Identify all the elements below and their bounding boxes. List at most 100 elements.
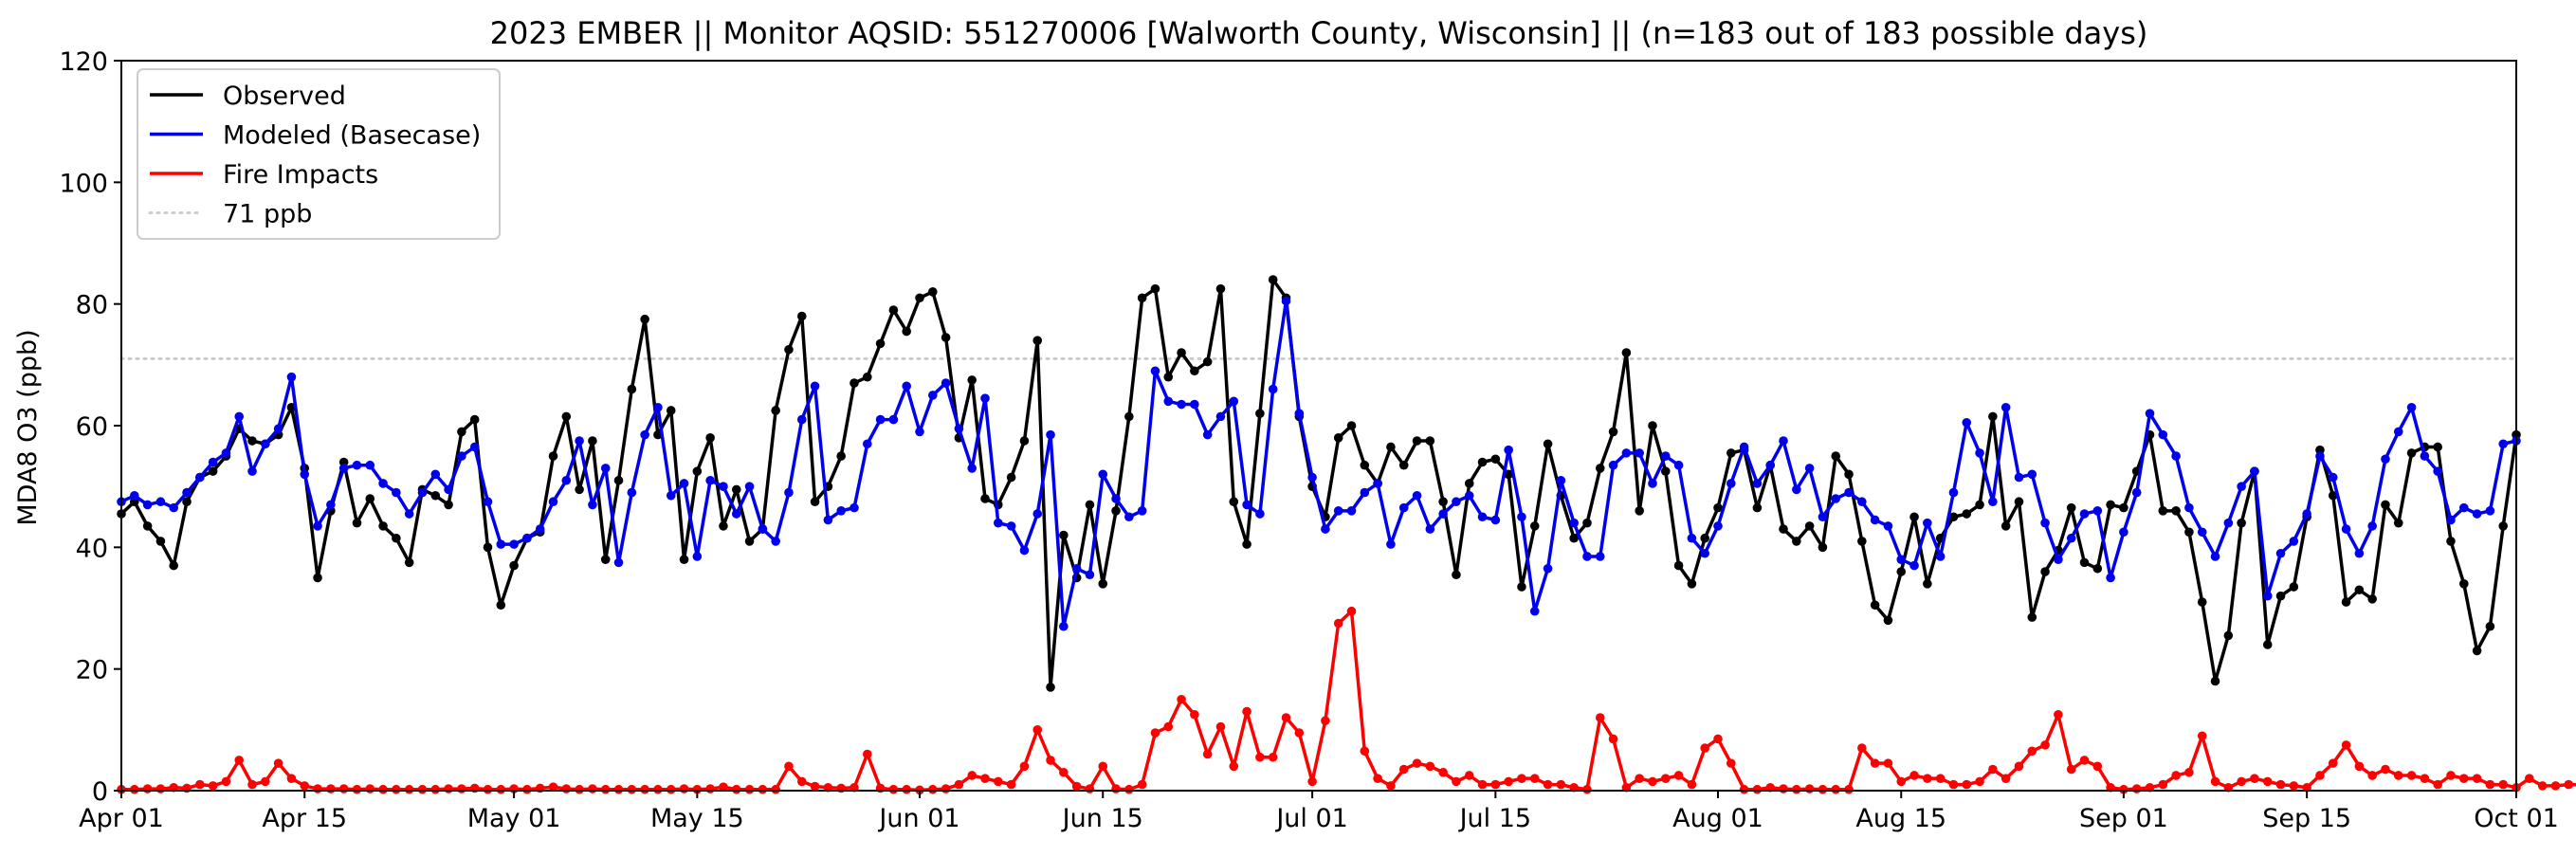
data-point-observed — [1529, 521, 1540, 531]
data-point-modeled-basecase — [1464, 490, 1474, 501]
data-point-modeled-basecase — [1517, 512, 1526, 522]
data-point-fire-impacts — [2054, 709, 2063, 720]
y-tick-label: 100 — [59, 169, 108, 198]
data-point-fire-impacts — [1713, 734, 1723, 744]
data-point-fire-impacts — [1648, 776, 1657, 787]
data-point-observed — [2092, 563, 2103, 574]
chart-title: 2023 EMBER || Monitor AQSID: 551270006 [… — [490, 15, 2148, 51]
data-point-modeled-basecase — [234, 411, 245, 422]
data-point-fire-impacts — [796, 776, 807, 787]
data-point-fire-impacts — [1346, 606, 1357, 616]
data-point-modeled-basecase — [1635, 448, 1644, 458]
data-point-modeled-basecase — [1660, 451, 1671, 461]
data-point-fire-impacts — [2237, 776, 2246, 787]
data-point-observed — [1896, 567, 1907, 576]
data-point-fire-impacts — [640, 784, 649, 794]
data-point-modeled-basecase — [444, 484, 453, 495]
data-point-modeled-basecase — [850, 502, 859, 513]
data-point-observed — [1752, 502, 1763, 513]
data-point-observed — [1229, 497, 1239, 507]
data-point-observed — [1726, 448, 1736, 458]
data-point-observed — [2223, 630, 2234, 641]
data-point-fire-impacts — [1844, 784, 1854, 794]
data-point-fire-impacts — [221, 776, 231, 787]
data-point-fire-impacts — [1608, 734, 1618, 744]
data-point-observed — [169, 560, 179, 571]
data-point-observed — [1673, 560, 1684, 571]
data-point-modeled-basecase — [1621, 448, 1632, 458]
data-point-modeled-basecase — [483, 497, 493, 507]
data-point-fire-impacts — [1150, 728, 1160, 738]
data-point-fire-impacts — [1831, 784, 1841, 794]
data-point-fire-impacts — [705, 784, 715, 793]
data-point-modeled-basecase — [627, 487, 637, 498]
data-point-modeled-basecase — [1857, 497, 1867, 507]
data-point-observed — [2014, 497, 2024, 507]
data-point-observed — [1124, 411, 1134, 422]
data-point-modeled-basecase — [1529, 606, 1540, 616]
data-point-observed — [2485, 621, 2495, 631]
data-point-fire-impacts — [2537, 781, 2548, 791]
data-point-fire-impacts — [1673, 771, 1684, 780]
data-point-observed — [1255, 409, 1265, 418]
data-point-modeled-basecase — [1490, 515, 1501, 525]
data-point-fire-impacts — [2250, 774, 2259, 783]
data-point-modeled-basecase — [705, 475, 715, 485]
data-point-modeled-basecase — [810, 381, 820, 392]
data-point-fire-impacts — [1019, 761, 1030, 772]
data-point-observed — [1595, 464, 1605, 473]
data-point-observed — [1177, 348, 1186, 357]
data-point-fire-impacts — [1543, 779, 1553, 790]
data-point-modeled-basecase — [2472, 509, 2482, 519]
data-point-modeled-basecase — [1673, 460, 1684, 470]
data-point-fire-impacts — [980, 774, 990, 783]
legend: Observed Modeled (Basecase) Fire Impacts 71… — [137, 68, 501, 240]
y-tick-label: 20 — [76, 656, 108, 685]
data-point-observed — [2406, 448, 2417, 458]
data-point-modeled-basecase — [2119, 527, 2128, 538]
data-point-fire-impacts — [1124, 784, 1134, 794]
data-point-fire-impacts — [2420, 774, 2430, 783]
data-point-observed — [1923, 579, 1932, 589]
data-point-modeled-basecase — [2210, 552, 2220, 561]
data-point-modeled-basecase — [509, 539, 519, 549]
data-point-observed — [1883, 615, 1893, 626]
data-point-observed — [850, 378, 859, 388]
data-point-modeled-basecase — [1556, 475, 1566, 485]
data-point-fire-impacts — [1202, 749, 1213, 759]
data-point-fire-impacts — [744, 784, 755, 794]
data-point-fire-impacts — [1373, 774, 1382, 783]
data-point-observed — [719, 521, 728, 531]
data-point-fire-impacts — [928, 784, 938, 794]
data-point-modeled-basecase — [1425, 524, 1435, 534]
data-point-modeled-basecase — [954, 424, 964, 434]
data-point-fire-impacts — [1032, 725, 1043, 735]
data-point-fire-impacts — [1059, 767, 1069, 777]
data-point-fire-impacts — [692, 784, 703, 794]
data-point-fire-impacts — [1307, 776, 1317, 787]
x-tick-label: Jun 15 — [1061, 804, 1143, 833]
data-point-observed — [771, 406, 780, 415]
data-point-observed — [1687, 579, 1697, 589]
data-point-modeled-basecase — [2040, 518, 2050, 528]
data-point-modeled-basecase — [1111, 494, 1121, 503]
data-point-observed — [941, 333, 951, 342]
data-point-modeled-basecase — [771, 537, 780, 546]
data-point-observed — [1792, 537, 1801, 546]
data-point-modeled-basecase — [1177, 399, 1186, 410]
legend-box — [137, 68, 501, 240]
data-point-modeled-basecase — [692, 552, 703, 561]
data-point-modeled-basecase — [2446, 515, 2456, 525]
data-point-fire-impacts — [522, 784, 532, 794]
data-point-observed — [2171, 506, 2181, 516]
data-point-fire-impacts — [1294, 728, 1305, 738]
data-point-fire-impacts — [627, 784, 637, 794]
data-point-observed — [182, 497, 192, 507]
data-point-modeled-basecase — [653, 402, 663, 412]
data-point-modeled-basecase — [1398, 502, 1409, 513]
data-point-observed — [469, 414, 480, 425]
x-tick-label: Aug 15 — [1855, 804, 1946, 833]
data-point-fire-impacts — [1804, 784, 1815, 793]
data-point-fire-impacts — [600, 784, 611, 794]
data-point-modeled-basecase — [1032, 509, 1043, 519]
